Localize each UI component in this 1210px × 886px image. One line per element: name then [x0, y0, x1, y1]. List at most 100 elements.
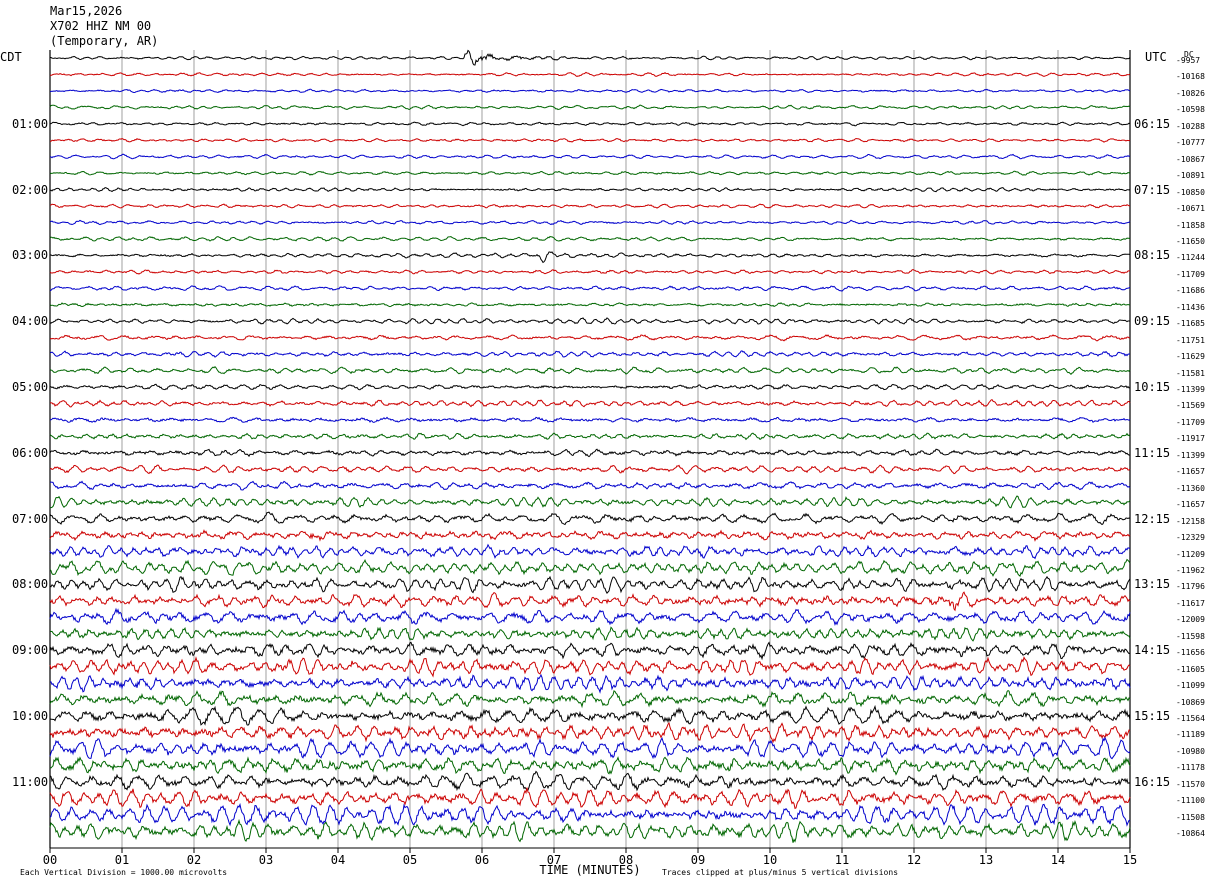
trace-row-12 [49, 251, 1131, 264]
trace-row-40 [49, 704, 1131, 726]
right-hour-label-07:15: 07:15 [1134, 182, 1171, 197]
right-hour-label-08:15: 08:15 [1134, 248, 1171, 263]
dc-offset-row-3: -10598 [1176, 105, 1205, 115]
trace-row-4 [49, 121, 1131, 127]
dc-offset-row-5: -10777 [1176, 138, 1205, 148]
trace-row-14 [49, 285, 1131, 292]
dc-offset-row-34: -12009 [1176, 615, 1205, 625]
left-hour-label-04:00: 04:00 [12, 314, 49, 329]
trace-row-17 [49, 334, 1131, 342]
trace-row-39 [49, 689, 1131, 709]
dc-offset-row-21: -11569 [1176, 401, 1205, 411]
trace-row-37 [49, 656, 1131, 678]
dc-offset-row-4: -10288 [1176, 121, 1205, 131]
x-tick-label-06: 06 [474, 853, 490, 867]
x-tick-label-07: 07 [546, 853, 562, 867]
header-date: Mar15,2026 [50, 4, 123, 18]
trace-row-33 [49, 591, 1131, 612]
trace-row-19 [49, 365, 1131, 376]
header-network: (Temporary, AR) [50, 34, 159, 48]
dc-offset-row-29: -12329 [1176, 533, 1205, 543]
trace-row-31 [49, 558, 1131, 577]
trace-row-46 [49, 802, 1131, 827]
dc-offset-row-44: -11570 [1176, 779, 1205, 789]
trace-row-6 [49, 153, 1131, 160]
x-tick-label-11: 11 [834, 853, 850, 867]
trace-row-9 [49, 203, 1130, 209]
trace-row-1 [49, 71, 1131, 77]
trace-row-3 [49, 104, 1131, 111]
x-tick-label-13: 13 [978, 853, 994, 867]
trace-row-36 [49, 641, 1131, 661]
right-hour-label-13:15: 13:15 [1134, 577, 1171, 592]
dc-offset-row-2: -10826 [1176, 88, 1205, 98]
dc-offset-row-40: -11564 [1176, 714, 1205, 723]
right-hour-label-14:15: 14:15 [1134, 643, 1171, 658]
x-tick-label-10: 10 [762, 853, 778, 867]
left-hour-label-09:00: 09:00 [12, 643, 49, 658]
left-hour-label-11:00: 11:00 [12, 774, 49, 789]
left-hour-label-05:00: 05:00 [12, 380, 49, 394]
trace-row-8 [49, 187, 1131, 193]
left-hour-label-08:00: 08:00 [12, 577, 49, 592]
trace-row-27 [49, 495, 1131, 509]
right-timezone-label: UTC [1145, 50, 1167, 64]
trace-row-43 [49, 756, 1131, 776]
trace-row-34 [49, 607, 1131, 627]
seismic-traces [49, 49, 1131, 843]
trace-row-38 [50, 673, 1131, 694]
dc-offset-row-13: -11709 [1176, 269, 1205, 279]
trace-row-28 [49, 511, 1131, 526]
dc-offset-row-24: -11399 [1176, 450, 1205, 460]
dc-offset-row-35: -11598 [1176, 631, 1205, 641]
trace-row-44 [49, 770, 1131, 792]
dc-offset-row-19: -11581 [1176, 368, 1205, 378]
trace-row-18 [49, 350, 1130, 358]
dc-offset-row-7: -10891 [1176, 171, 1205, 181]
dc-offset-row-18: -11629 [1176, 352, 1205, 362]
dc-offset-row-26: -11360 [1176, 483, 1205, 493]
left-hour-label-10:00: 10:00 [12, 709, 49, 723]
x-tick-label-14: 14 [1050, 853, 1066, 867]
dc-offset-row-27: -11657 [1176, 500, 1205, 510]
header-station: X702 HHZ NM 00 [50, 19, 152, 33]
x-tick-label-03: 03 [258, 853, 274, 867]
trace-row-0 [50, 49, 1131, 66]
dc-offset-row-31: -11962 [1176, 565, 1205, 575]
right-hour-label-09:15: 09:15 [1134, 314, 1171, 329]
dc-offset-row-0: -9957 [1176, 56, 1201, 65]
dc-offset-row-15: -11436 [1176, 302, 1205, 312]
left-hour-label-02:00: 02:00 [12, 182, 49, 197]
trace-row-20 [49, 383, 1131, 391]
x-tick-label-04: 04 [330, 853, 346, 867]
dc-offset-row-39: -10869 [1176, 697, 1205, 707]
dc-offset-row-30: -11209 [1176, 549, 1205, 559]
right-hour-label-15:15: 15:15 [1134, 709, 1171, 723]
dc-offset-row-47: -10864 [1176, 829, 1205, 839]
dc-offset-row-37: -11605 [1176, 664, 1205, 674]
dc-offset-row-36: -11656 [1176, 648, 1205, 658]
dc-offset-row-8: -10850 [1176, 187, 1205, 197]
x-axis-title: TIME (MINUTES) [539, 863, 641, 877]
left-hour-label-03:00: 03:00 [12, 248, 49, 263]
scale-note: Each Vertical Division = 1000.00 microvo… [20, 868, 228, 877]
dc-offset-row-32: -11796 [1176, 582, 1205, 592]
x-tick-label-15: 15 [1122, 853, 1138, 867]
dc-offset-row-6: -10867 [1176, 154, 1205, 164]
left-hour-label-01:00: 01:00 [12, 116, 49, 131]
trace-row-32 [49, 575, 1131, 594]
dc-offset-row-45: -11100 [1176, 796, 1205, 806]
dc-offset-row-23: -11917 [1176, 434, 1205, 444]
right-hour-label-06:15: 06:15 [1134, 116, 1171, 131]
trace-row-29 [49, 529, 1131, 542]
trace-row-7 [49, 170, 1131, 176]
dc-offset-row-28: -12158 [1176, 516, 1205, 526]
dc-offset-row-38: -11099 [1176, 681, 1205, 691]
x-tick-label-08: 08 [618, 853, 634, 867]
dc-offset-row-16: -11685 [1176, 319, 1205, 329]
trace-row-10 [49, 219, 1131, 226]
trace-row-11 [49, 235, 1131, 242]
x-tick-label-05: 05 [402, 853, 418, 867]
trace-row-5 [50, 137, 1131, 143]
x-tick-label-09: 09 [690, 853, 706, 867]
